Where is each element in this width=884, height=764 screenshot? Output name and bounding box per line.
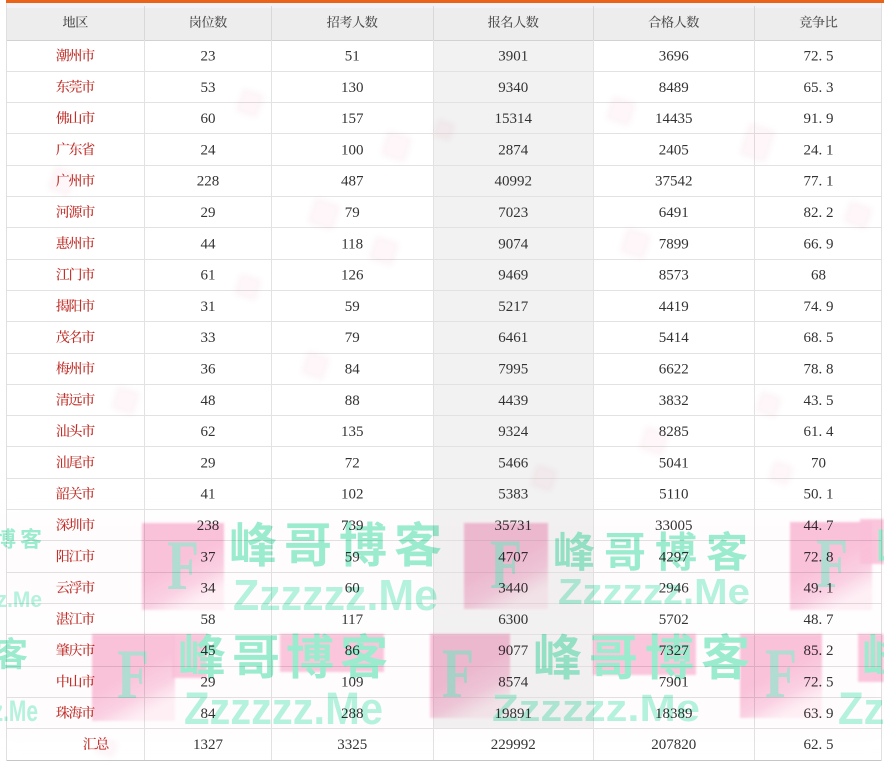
svg-text:41: 41 (201, 487, 216, 503)
svg-text:2405: 2405 (659, 142, 689, 158)
svg-text:53: 53 (201, 80, 216, 96)
svg-text:3832: 3832 (659, 393, 689, 409)
svg-text:F: F (117, 636, 149, 714)
svg-text:F: F (442, 635, 474, 713)
svg-text:68. 5: 68. 5 (804, 330, 834, 346)
svg-text:72. 5: 72. 5 (804, 49, 834, 65)
svg-text:9469: 9469 (498, 268, 528, 284)
svg-text:68: 68 (811, 268, 826, 284)
svg-text:5110: 5110 (659, 487, 688, 503)
svg-text:4419: 4419 (659, 299, 689, 315)
svg-text:3696: 3696 (659, 49, 690, 65)
svg-text:228: 228 (197, 174, 220, 190)
svg-text:15314: 15314 (494, 111, 532, 127)
svg-text:60: 60 (201, 111, 216, 127)
svg-text:Zzzzzz.Me: Zzzzzz.Me (558, 571, 750, 612)
svg-text:43. 5: 43. 5 (804, 393, 834, 409)
svg-text:61: 61 (201, 268, 216, 284)
svg-text:Zzzzzz.Me: Zzzzzz.Me (838, 683, 884, 734)
svg-text:157: 157 (341, 111, 364, 127)
svg-text:78. 8: 78. 8 (804, 362, 834, 378)
svg-text:5041: 5041 (659, 455, 689, 471)
svg-text:229992: 229992 (491, 737, 536, 753)
svg-text:48. 7: 48. 7 (804, 612, 835, 628)
svg-text:9074: 9074 (498, 236, 529, 252)
svg-text:135: 135 (341, 424, 364, 440)
svg-text:2874: 2874 (498, 142, 529, 158)
svg-text:130: 130 (341, 80, 364, 96)
svg-text:24: 24 (201, 142, 217, 158)
svg-text:29: 29 (201, 455, 216, 471)
svg-text:F: F (490, 526, 522, 604)
svg-text:117: 117 (341, 612, 363, 628)
svg-text:79: 79 (345, 330, 360, 346)
svg-text:4439: 4439 (498, 393, 528, 409)
svg-text:487: 487 (341, 174, 364, 190)
svg-text:40992: 40992 (494, 174, 532, 190)
svg-text:3325: 3325 (337, 737, 367, 753)
svg-text:91. 9: 91. 9 (804, 111, 834, 127)
svg-text:5383: 5383 (498, 487, 528, 503)
svg-text:6461: 6461 (498, 330, 528, 346)
svg-text:Zzzzzz.Me: Zzzzzz.Me (0, 695, 38, 728)
svg-text:8573: 8573 (659, 268, 689, 284)
svg-text:6622: 6622 (659, 362, 689, 378)
svg-text:48: 48 (201, 393, 216, 409)
svg-text:8489: 8489 (659, 80, 689, 96)
svg-text:36: 36 (201, 362, 217, 378)
svg-text:14435: 14435 (655, 111, 693, 127)
svg-text:66. 9: 66. 9 (804, 236, 834, 252)
svg-text:7899: 7899 (659, 236, 689, 252)
svg-text:65. 3: 65. 3 (804, 80, 834, 96)
svg-text:29: 29 (201, 205, 216, 221)
svg-text:70: 70 (811, 455, 826, 471)
svg-text:59: 59 (345, 299, 360, 315)
svg-text:72: 72 (345, 455, 360, 471)
svg-text:1327: 1327 (193, 737, 224, 753)
svg-text:33: 33 (201, 330, 216, 346)
svg-text:62: 62 (201, 424, 216, 440)
svg-text:31: 31 (201, 299, 216, 315)
svg-text:6491: 6491 (659, 205, 689, 221)
svg-text:Zzzzzz.Me: Zzzzzz.Me (0, 587, 42, 612)
svg-text:3901: 3901 (498, 49, 528, 65)
svg-text:100: 100 (341, 142, 364, 158)
svg-text:50. 1: 50. 1 (804, 487, 834, 503)
svg-text:37542: 37542 (655, 174, 693, 190)
svg-text:44: 44 (201, 236, 217, 252)
svg-text:79: 79 (345, 205, 360, 221)
svg-text:24. 1: 24. 1 (804, 142, 834, 158)
svg-text:88: 88 (345, 393, 360, 409)
svg-text:74. 9: 74. 9 (804, 299, 834, 315)
svg-text:51: 51 (345, 49, 360, 65)
svg-text:5466: 5466 (498, 455, 529, 471)
svg-text:7995: 7995 (498, 362, 528, 378)
svg-text:58: 58 (201, 612, 216, 628)
svg-text:5702: 5702 (659, 612, 689, 628)
svg-text:84: 84 (345, 362, 361, 378)
svg-text:102: 102 (341, 487, 364, 503)
svg-text:F: F (167, 527, 199, 605)
svg-text:5217: 5217 (498, 299, 529, 315)
svg-text:Zzzzzz.Me: Zzzzzz.Me (492, 688, 700, 730)
svg-text:Zzzzzz.Me: Zzzzzz.Me (184, 683, 383, 734)
svg-text:77. 1: 77. 1 (804, 174, 834, 190)
svg-text:5414: 5414 (659, 330, 690, 346)
svg-text:Zzzzzz.Me: Zzzzzz.Me (233, 571, 438, 620)
svg-text:F: F (765, 635, 797, 713)
svg-text:7023: 7023 (498, 205, 528, 221)
svg-text:126: 126 (341, 268, 364, 284)
svg-text:82. 2: 82. 2 (804, 205, 834, 221)
svg-text:61. 4: 61. 4 (804, 424, 835, 440)
svg-text:F: F (816, 525, 848, 603)
svg-text:6300: 6300 (498, 612, 528, 628)
svg-text:9340: 9340 (498, 80, 528, 96)
svg-text:9324: 9324 (498, 424, 529, 440)
svg-text:207820: 207820 (651, 737, 696, 753)
svg-text:23: 23 (201, 49, 216, 65)
svg-text:118: 118 (341, 236, 363, 252)
svg-text:62. 5: 62. 5 (804, 737, 834, 753)
